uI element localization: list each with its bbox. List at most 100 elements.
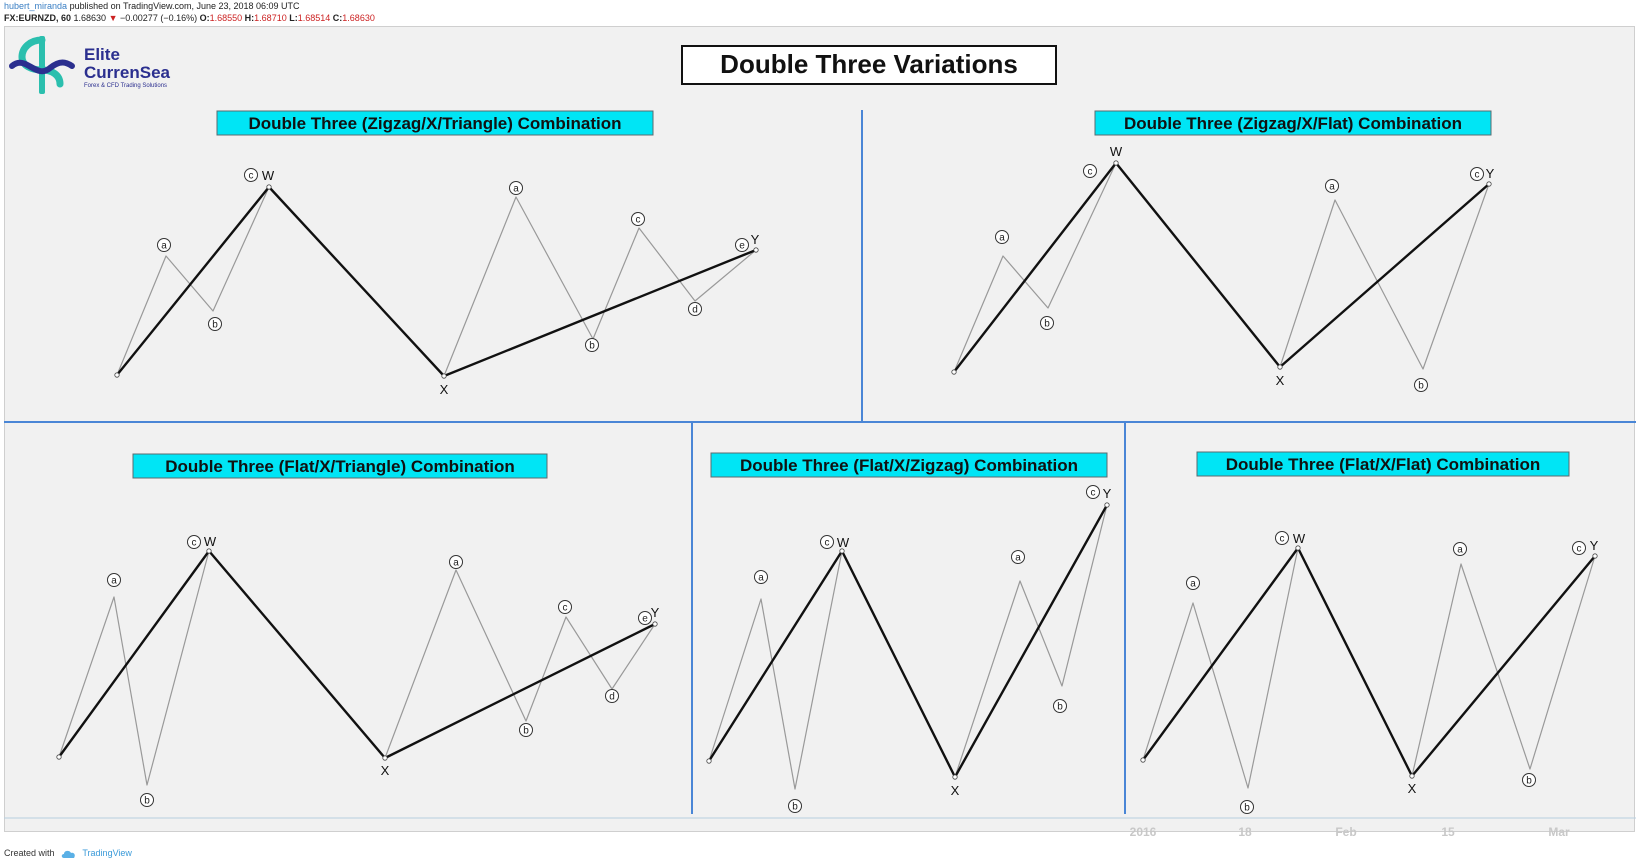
published-text: published on TradingView.com, June 23, 2… — [69, 1, 300, 11]
logo-name-line1: Elite — [84, 45, 120, 64]
chart-canvas[interactable] — [4, 26, 1635, 832]
wave-label-b: b — [585, 338, 599, 352]
publish-info: hubert_miranda published on TradingView.… — [4, 1, 300, 11]
wave-label-c: c — [558, 600, 572, 614]
wave-point — [1277, 364, 1283, 370]
axis-tick-label: 2016 — [1130, 825, 1157, 839]
elite-currensea-logo: Elite CurrenSea Forex & CFD Trading Solu… — [9, 36, 171, 94]
wave-label-a: a — [1453, 542, 1467, 556]
svg-text:c: c — [1088, 167, 1093, 178]
logo-navy-wave — [9, 59, 75, 75]
svg-text:e: e — [642, 614, 648, 625]
wave-label-b: b — [519, 723, 533, 737]
wave-label-a: a — [1325, 179, 1339, 193]
wave-label-W: W — [204, 534, 217, 549]
high-value: 1.68710 — [254, 13, 287, 23]
wave-label-b: b — [1414, 378, 1428, 392]
svg-text:a: a — [161, 241, 167, 252]
created-with-text: Created with — [4, 848, 55, 858]
price-change: −0.00277 (−0.16%) — [120, 13, 198, 23]
wave-label-b: b — [1522, 773, 1536, 787]
time-axis: 2016 18 Feb 15 Mar — [4, 817, 1636, 839]
wave-label-c: c — [1572, 541, 1586, 555]
svg-text:a: a — [1190, 579, 1196, 590]
down-arrow-icon: ▼ — [108, 13, 118, 23]
wave-label-Y: Y — [1103, 486, 1112, 501]
svg-text:Double Three (Flat/X/Triangle): Double Three (Flat/X/Triangle) Combinati… — [165, 457, 514, 476]
author-link[interactable]: hubert_miranda — [4, 1, 68, 11]
svg-text:b: b — [523, 726, 529, 737]
svg-text:b: b — [212, 320, 218, 331]
panel-title: Double Three (Zigzag/X/Flat) Combination — [1094, 110, 1492, 136]
wave-label-a: a — [1186, 576, 1200, 590]
wave-label-b: b — [1053, 699, 1067, 713]
wave-point — [839, 548, 845, 554]
logo-name-line2: CurrenSea — [84, 63, 171, 82]
wave-thick-path — [953, 161, 1490, 373]
wave-point — [706, 758, 712, 764]
panel-title: Double Three (Flat/X/Triangle) Combinati… — [132, 453, 548, 479]
svg-text:b: b — [792, 802, 798, 813]
wave-thin-path — [708, 504, 1108, 790]
wave-point — [266, 184, 272, 190]
wave-label-Y: Y — [1486, 166, 1495, 181]
svg-text:b: b — [1526, 776, 1532, 787]
wave-label-c: c — [187, 535, 201, 549]
wave-label-W: W — [1110, 144, 1123, 159]
wave-point — [1409, 773, 1415, 779]
panel-title: Double Three (Zigzag/X/Triangle) Combina… — [216, 110, 654, 136]
main-title: Double Three Variations — [720, 49, 1018, 79]
wave-label-a: a — [157, 238, 171, 252]
svg-text:c: c — [825, 538, 830, 549]
wave-label-d: d — [605, 689, 619, 703]
wave-label-a: a — [107, 573, 121, 587]
svg-text:b: b — [1044, 319, 1050, 330]
wave-point — [441, 373, 447, 379]
close-value: 1.68630 — [342, 13, 375, 23]
wave-point — [382, 755, 388, 761]
wave-point — [56, 754, 62, 760]
wave-label-c: c — [244, 168, 258, 182]
wave-label-X: X — [951, 783, 960, 798]
wave-label-X: X — [381, 763, 390, 778]
axis-tick-label: Mar — [1548, 825, 1570, 839]
svg-text:b: b — [589, 341, 595, 352]
svg-text:b: b — [1244, 803, 1250, 814]
svg-text:a: a — [111, 576, 117, 587]
wave-point — [1295, 545, 1301, 551]
chart-header: hubert_miranda published on TradingView.… — [0, 0, 1640, 26]
wave-label-W: W — [1293, 531, 1306, 546]
wave-point — [1486, 181, 1492, 187]
svg-text:Double Three (Flat/X/Flat) Com: Double Three (Flat/X/Flat) Combination — [1226, 455, 1541, 474]
wave-point — [1140, 757, 1146, 763]
tradingview-link[interactable]: TradingView — [82, 848, 132, 858]
wave-label-Y: Y — [651, 605, 660, 620]
svg-text:a: a — [1457, 545, 1463, 556]
low-value: 1.68514 — [297, 13, 331, 23]
svg-text:Double Three (Zigzag/X/Triangl: Double Three (Zigzag/X/Triangle) Combina… — [248, 114, 621, 133]
svg-text:c: c — [1091, 488, 1096, 499]
wave-label-Y: Y — [751, 232, 760, 247]
wave-label-b: b — [1240, 800, 1254, 814]
wave-label-b: b — [140, 793, 154, 807]
svg-text:Double Three (Flat/X/Zigzag) C: Double Three (Flat/X/Zigzag) Combination — [740, 456, 1078, 475]
open-label: O: — [199, 13, 210, 23]
svg-text:a: a — [1329, 182, 1335, 193]
wave-thick-path — [58, 549, 656, 760]
panel-title: Double Three (Flat/X/Flat) Combination — [1196, 451, 1570, 477]
svg-text:e: e — [739, 241, 745, 252]
wave-label-X: X — [1276, 373, 1285, 388]
symbol-label: FX:EURNZD, 60 — [4, 13, 72, 23]
logo-teal-bar — [39, 36, 45, 94]
wave-label-X: X — [440, 382, 449, 397]
wave-point — [753, 247, 759, 253]
svg-text:c: c — [249, 171, 254, 182]
wave-label-a: a — [449, 555, 463, 569]
open-value: 1.68550 — [209, 13, 243, 23]
svg-text:a: a — [758, 573, 764, 584]
wave-point — [652, 621, 658, 627]
svg-text:b: b — [144, 796, 150, 807]
axis-tick-label: Feb — [1335, 825, 1356, 839]
symbol-info: FX:EURNZD, 60 1.68630 ▼ −0.00277 (−0.16%… — [4, 13, 375, 23]
